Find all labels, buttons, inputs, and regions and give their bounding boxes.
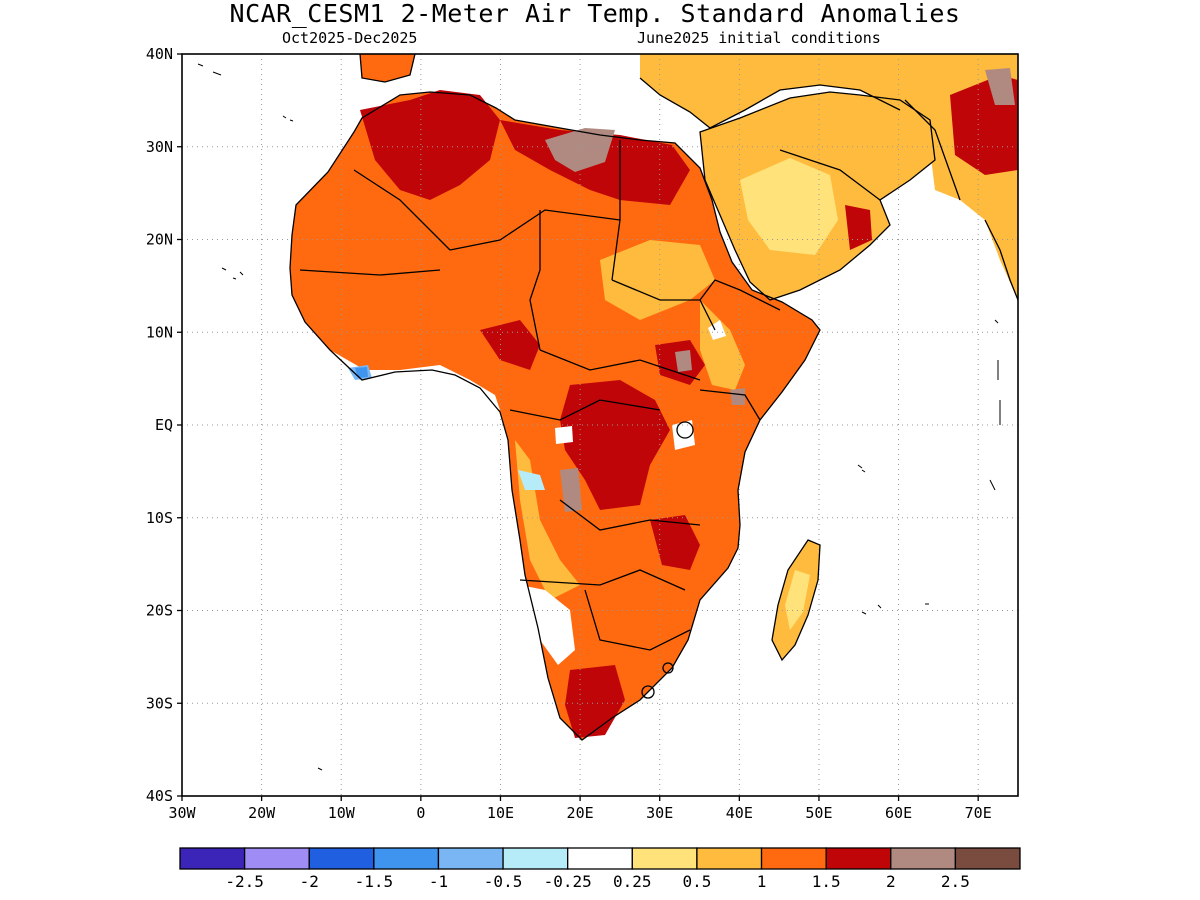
lesotho-outline: [641, 685, 655, 699]
graticule: [182, 54, 1018, 796]
angola-coast-cool: [518, 470, 545, 490]
country-border-2: [449, 209, 621, 251]
madagascar-coastline: [771, 539, 821, 662]
colorbar-label: 2: [886, 872, 896, 891]
country-border-10: [519, 569, 686, 591]
colorbar-label: -1.5: [355, 872, 394, 891]
country-border-6: [611, 279, 716, 331]
colorbar-label: -2: [300, 872, 319, 891]
valid-period-label: Oct2025-Dec2025: [282, 29, 418, 47]
lon-label: 10W: [328, 804, 356, 822]
namibia-neutral: [520, 585, 575, 665]
lat-label: 20N: [146, 231, 173, 249]
colorbar-swatch: [954, 847, 1021, 870]
colorbar-swatch: [890, 847, 957, 870]
lat-label: 10S: [146, 509, 173, 527]
india-coast: [984, 219, 1018, 301]
country-border-14: [779, 149, 881, 201]
lon-label: 20W: [248, 804, 276, 822]
colorbar-label: 1: [757, 872, 767, 891]
oman-strong-anomaly: [845, 205, 872, 250]
country-border-9: [559, 499, 701, 531]
country-border-3: [611, 140, 621, 281]
arabia-light-anomaly: [740, 158, 838, 255]
lat-label: 40N: [146, 45, 173, 63]
eswatini-outline: [662, 662, 674, 674]
colorbar-label: 0.5: [682, 872, 711, 891]
longitude-labels: 30W 20W 10W 0 10E 20E 30E 40E 50E 60E 70E: [168, 796, 992, 822]
arabia-coastline: [699, 91, 936, 301]
lon-label: 70E: [965, 804, 992, 822]
congo-strong-anomaly: [560, 380, 670, 510]
mediterranean-coast: [639, 77, 901, 129]
colorbar-swatch: [179, 847, 246, 870]
colorbar-swatch: [631, 847, 698, 870]
iran-extreme-anomaly: [985, 68, 1015, 105]
lat-label: 20S: [146, 602, 173, 620]
colorbar-swatch: [567, 847, 633, 870]
lon-label: 50E: [805, 804, 832, 822]
colorbar-label: 0.25: [613, 872, 652, 891]
lon-label: 20E: [567, 804, 594, 822]
lon-label: 30E: [646, 804, 673, 822]
colorbar-swatch: [696, 847, 763, 870]
colorbar-swatch: [437, 847, 504, 870]
southern-africa-strong-anomaly: [650, 515, 700, 570]
madagascar-light: [785, 570, 810, 630]
colorbar-label: -0.5: [484, 872, 523, 891]
latitude-labels: 40N 30N 20N 10N EQ 10S 20S 30S 40S: [146, 45, 182, 805]
country-border-7: [539, 349, 701, 381]
country-border-5: [529, 210, 541, 351]
country-border-8: [509, 399, 661, 421]
guinea-coast-coolest: [355, 367, 368, 378]
lon-label: 60E: [885, 804, 912, 822]
colorbar-label: -2.5: [225, 872, 264, 891]
lat-label: 10N: [146, 323, 173, 341]
init-conditions-label: June2025 initial conditions: [637, 29, 881, 47]
guinea-coast-neutral: [330, 350, 500, 410]
country-border-12: [699, 279, 781, 311]
colorbar-swatch: [243, 847, 310, 870]
lon-label: 10E: [487, 804, 514, 822]
lon-label: 40E: [726, 804, 753, 822]
lat-label: 30S: [146, 694, 173, 712]
colorbar-label: 1.5: [812, 872, 841, 891]
coastlines: [289, 54, 1018, 741]
lon-label: 0: [416, 804, 425, 822]
colorbar-swatch: [373, 847, 440, 870]
map-title: NCAR_CESM1 2-Meter Air Temp. Standard An…: [229, 0, 961, 28]
colorbar-swatch: [308, 847, 375, 870]
country-border-1: [353, 169, 451, 251]
gulf-guinea-strong-anomaly: [480, 320, 540, 370]
iberia-coast: [359, 54, 416, 83]
lake-victoria-outline: [676, 421, 694, 439]
sudan-extreme-anomaly: [675, 350, 692, 372]
colorbar: -2.5 -2 -1.5 -1 -0.5 -0.25 0.25 0.5 1 1.5 2 2.5: [179, 847, 1021, 891]
lat-label: 40S: [146, 787, 173, 805]
country-border-4: [299, 269, 441, 276]
iberia-fragment: [360, 54, 415, 82]
country-border-15: [904, 99, 961, 201]
lon-label: 30W: [168, 804, 196, 822]
angola-extreme-anomaly: [560, 468, 582, 512]
colorbar-label: -0.25: [544, 872, 592, 891]
colorbar-swatch: [760, 847, 827, 870]
islands: [197, 63, 1001, 771]
lat-label: 30N: [146, 138, 173, 156]
lat-label: EQ: [155, 416, 173, 434]
colorbar-swatch: [502, 847, 569, 870]
country-border-13: [699, 389, 761, 421]
colorbar-swatch: [825, 847, 892, 870]
map-field: [182, 54, 1018, 796]
congo-neutral: [555, 426, 573, 444]
colorbar-label: 2.5: [941, 872, 970, 891]
colorbar-label: -1: [429, 872, 448, 891]
africa-coastline: [289, 91, 821, 741]
country-border-11: [584, 589, 691, 651]
sahara-strong-anomaly: [360, 90, 500, 200]
kenya-extreme-anomaly: [730, 388, 745, 405]
